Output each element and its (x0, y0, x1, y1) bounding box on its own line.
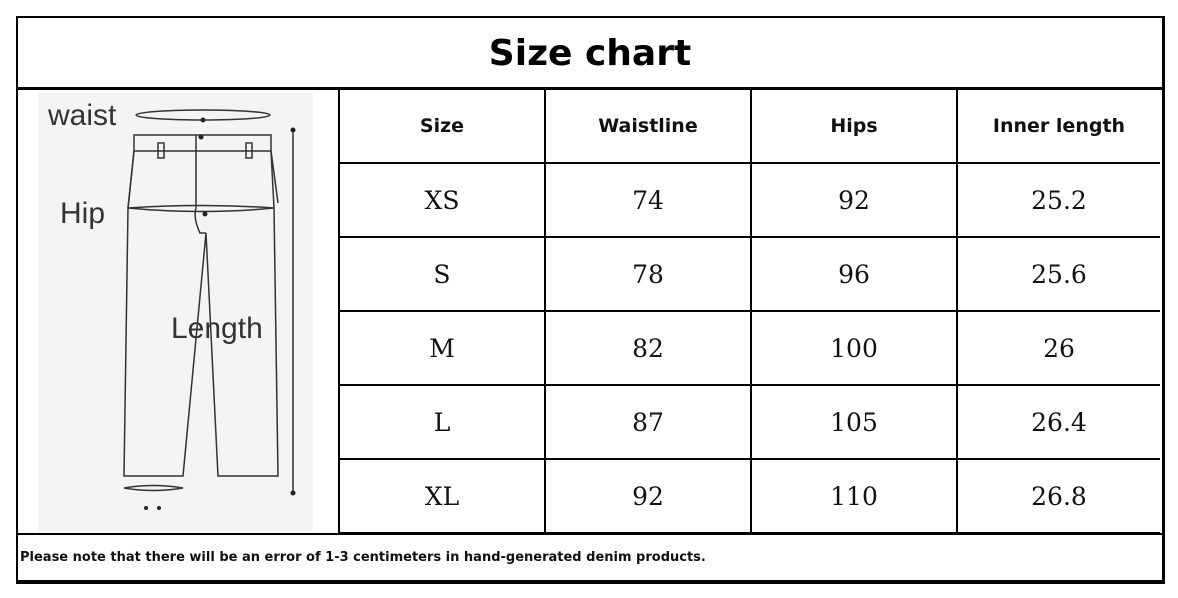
table-cell: 105 (750, 386, 956, 460)
note-text: Please note that there will be an error … (20, 550, 706, 565)
column-header: Inner length (956, 90, 1160, 164)
column-header: Size (338, 90, 544, 164)
table-cell: 87 (544, 386, 750, 460)
table-cell: M (338, 312, 544, 386)
table-cell: 78 (544, 238, 750, 312)
table-cell: 25.2 (956, 164, 1160, 238)
length-label: Length (171, 312, 263, 345)
table-cell: 110 (750, 460, 956, 534)
table-cell: XL (338, 460, 544, 534)
column-header: Hips (750, 90, 956, 164)
divider (16, 87, 1163, 90)
pants-icon: waist Hip Length (47, 99, 296, 510)
table-cell: 26 (956, 312, 1160, 386)
divider (16, 533, 1163, 535)
table-cell: 26.4 (956, 386, 1160, 460)
table-cell: S (338, 238, 544, 312)
page-title: Size chart (488, 32, 692, 74)
table-cell: 92 (750, 164, 956, 238)
hip-label: Hip (60, 197, 105, 230)
size-chart-frame (16, 16, 1165, 584)
table-cell: XS (338, 164, 544, 238)
size-table: Size Waistline Hips Inner length XS 74 92 25.2 S… (338, 90, 1160, 534)
table-cell: 92 (544, 460, 750, 534)
waist-label: waist (47, 99, 117, 132)
table-cell: L (338, 386, 544, 460)
column-header: Waistline (544, 90, 750, 164)
pants-diagram: waist Hip Length (38, 93, 313, 531)
table-cell: 74 (544, 164, 750, 238)
table-cell: 82 (544, 312, 750, 386)
table-cell: 96 (750, 238, 956, 312)
table-cell: 100 (750, 312, 956, 386)
table-cell: 26.8 (956, 460, 1160, 534)
table-cell: 25.6 (956, 238, 1160, 312)
